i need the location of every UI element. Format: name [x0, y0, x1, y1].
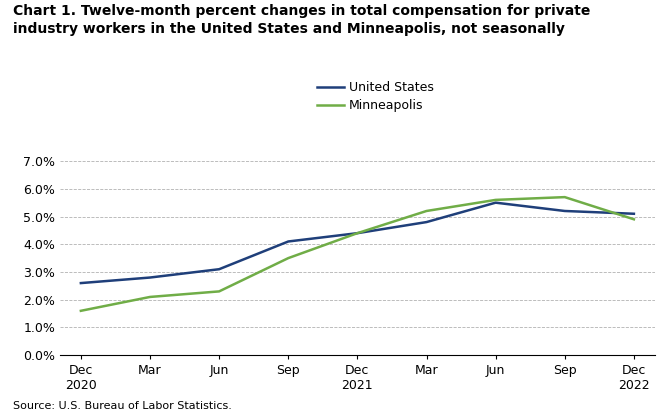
Minneapolis — [285, 256, 293, 261]
Line: Minneapolis: Minneapolis — [81, 197, 634, 311]
Line: United States: United States — [81, 203, 634, 283]
Text: Source: U.S. Bureau of Labor Statistics.: Source: U.S. Bureau of Labor Statistics. — [13, 401, 232, 411]
United States — [492, 200, 500, 205]
Minneapolis — [492, 197, 500, 202]
Minneapolis — [630, 217, 638, 222]
Text: Chart 1. Twelve-month percent changes in total compensation for private
industry: Chart 1. Twelve-month percent changes in… — [13, 4, 591, 36]
Minneapolis — [146, 294, 154, 299]
United States — [146, 275, 154, 280]
United States — [630, 211, 638, 216]
United States — [560, 209, 568, 214]
United States — [353, 231, 361, 236]
Legend: United States, Minneapolis: United States, Minneapolis — [317, 81, 434, 112]
Minneapolis — [422, 209, 430, 214]
United States — [77, 280, 85, 285]
Minneapolis — [353, 231, 361, 236]
Minneapolis — [560, 195, 568, 199]
United States — [215, 267, 223, 272]
United States — [285, 239, 293, 244]
Minneapolis — [215, 289, 223, 294]
United States — [422, 220, 430, 225]
Minneapolis — [77, 309, 85, 313]
